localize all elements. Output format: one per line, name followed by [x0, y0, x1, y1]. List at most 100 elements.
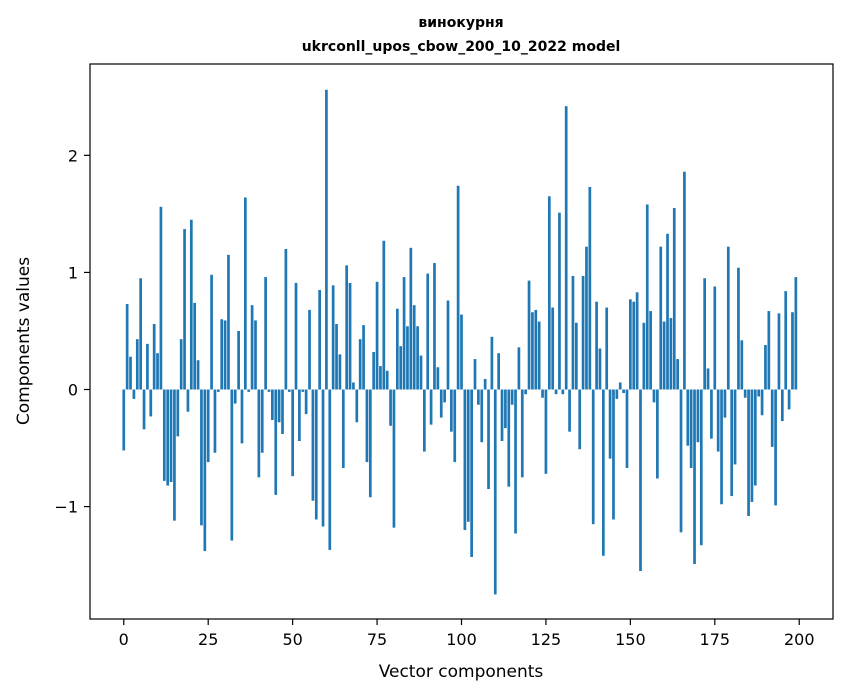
- bar: [399, 346, 403, 390]
- bar: [132, 389, 136, 399]
- bar: [787, 389, 791, 410]
- x-tick-label: 200: [784, 630, 815, 649]
- bar: [433, 263, 436, 390]
- bar: [598, 348, 602, 390]
- bar: [264, 277, 267, 390]
- bar: [632, 301, 636, 390]
- bar: [254, 320, 257, 390]
- bar: [281, 389, 284, 434]
- bar: [750, 389, 754, 502]
- bar: [480, 389, 484, 443]
- bar: [213, 389, 217, 453]
- bar: [683, 171, 686, 390]
- bar: [679, 389, 683, 533]
- bar: [230, 389, 234, 541]
- bar: [189, 219, 193, 390]
- bar: [443, 389, 446, 403]
- bar: [328, 389, 332, 550]
- bar: [585, 246, 588, 390]
- y-tick-label: −1: [54, 498, 78, 517]
- x-tick-label: 25: [198, 630, 218, 649]
- bar: [240, 389, 244, 444]
- bar: [777, 313, 781, 390]
- bar: [601, 389, 605, 556]
- bar: [379, 366, 382, 390]
- bar: [308, 309, 311, 390]
- bar: [517, 347, 521, 390]
- bar: [527, 280, 531, 390]
- bar: [453, 389, 457, 463]
- bar: [301, 389, 305, 392]
- bar: [608, 389, 612, 459]
- bar: [477, 389, 480, 405]
- bar: [352, 382, 355, 390]
- bar: [493, 389, 497, 595]
- bar: [504, 389, 507, 429]
- bar: [419, 355, 423, 390]
- bar: [227, 254, 230, 390]
- bar: [203, 389, 207, 552]
- bar: [162, 389, 166, 481]
- chart-subtitle: ukrconll_upos_cbow_200_10_2022 model: [302, 39, 621, 55]
- bar: [298, 389, 301, 442]
- bar: [662, 321, 666, 390]
- bar: [500, 389, 504, 442]
- bar: [784, 291, 788, 390]
- bar: [318, 289, 321, 390]
- bar: [706, 368, 710, 390]
- x-tick-label: 75: [367, 630, 387, 649]
- bar: [237, 330, 240, 390]
- bar: [135, 339, 139, 390]
- bar: [244, 197, 247, 390]
- bar: [699, 389, 703, 546]
- bar: [169, 389, 173, 483]
- bar: [612, 389, 615, 520]
- bar: [541, 389, 544, 398]
- bar: [402, 277, 406, 390]
- bar: [139, 278, 143, 390]
- x-tick-label: 150: [615, 630, 646, 649]
- bar: [294, 282, 298, 390]
- bar: [564, 106, 568, 390]
- bar: [271, 389, 274, 420]
- y-axis-ticks: −1 0 1 2: [54, 146, 90, 517]
- bar: [733, 389, 737, 465]
- bar: [652, 389, 656, 403]
- bar: [375, 281, 379, 390]
- bar: [193, 302, 197, 390]
- bar: [666, 233, 669, 390]
- bar: [362, 325, 365, 390]
- bar: [669, 318, 673, 390]
- bar: [382, 240, 386, 390]
- bar: [389, 389, 392, 426]
- bar: [460, 314, 463, 390]
- bar: [689, 389, 693, 468]
- bar: [544, 389, 548, 474]
- bar: [149, 389, 153, 417]
- bar: [446, 300, 450, 390]
- bar: [179, 339, 183, 390]
- x-tick-label: 175: [700, 630, 731, 649]
- bar: [740, 340, 744, 390]
- bar: [260, 389, 264, 453]
- bar: [483, 378, 487, 390]
- bar: [250, 305, 254, 390]
- bar: [767, 311, 771, 390]
- bar: [520, 389, 524, 478]
- bar: [335, 323, 338, 390]
- x-tick-label: 0: [119, 630, 129, 649]
- bar: [554, 389, 558, 395]
- bar: [747, 389, 750, 516]
- bar: [578, 389, 582, 450]
- bar: [368, 389, 372, 498]
- bar: [152, 323, 156, 390]
- bar: [325, 89, 328, 390]
- bar: [723, 389, 727, 418]
- bar: [159, 206, 163, 390]
- bar: [571, 275, 575, 390]
- bar: [656, 389, 659, 479]
- bar: [595, 301, 598, 390]
- bar: [409, 247, 413, 390]
- bar: [385, 370, 389, 390]
- bar: [551, 307, 555, 390]
